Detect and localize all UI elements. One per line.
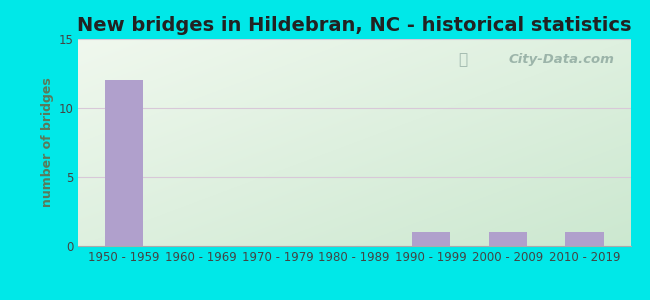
Bar	[105, 80, 143, 246]
Y-axis label: number of bridges: number of bridges	[41, 78, 54, 207]
Text: Ⓠ: Ⓠ	[458, 52, 467, 68]
Bar	[566, 232, 604, 246]
Bar	[412, 232, 450, 246]
Title: New bridges in Hildebran, NC - historical statistics: New bridges in Hildebran, NC - historica…	[77, 16, 632, 35]
Text: City-Data.com: City-Data.com	[508, 53, 614, 67]
Bar	[489, 232, 527, 246]
